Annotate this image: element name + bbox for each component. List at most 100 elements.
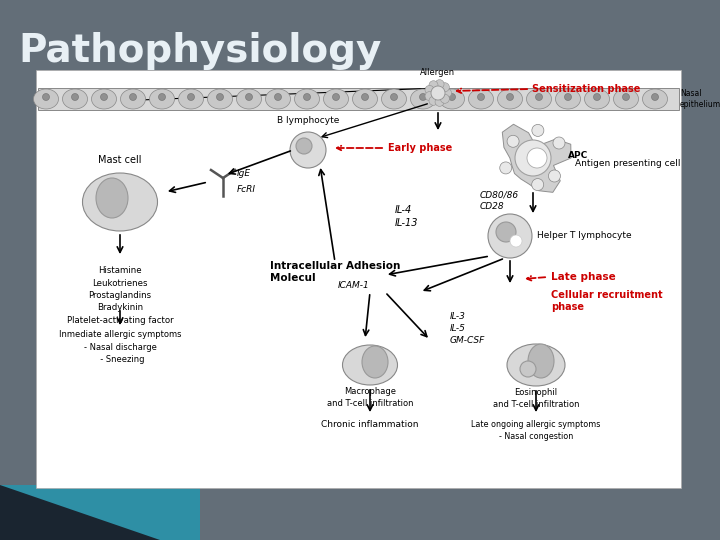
Ellipse shape <box>585 89 610 109</box>
Ellipse shape <box>507 344 565 386</box>
Text: Eosinophil
and T-cell infiltration: Eosinophil and T-cell infiltration <box>492 388 580 409</box>
Text: FcRI: FcRI <box>237 186 256 194</box>
Circle shape <box>532 124 544 137</box>
Circle shape <box>549 170 560 182</box>
Circle shape <box>290 132 326 168</box>
FancyBboxPatch shape <box>36 70 681 488</box>
Text: Antigen presenting cell: Antigen presenting cell <box>575 159 680 168</box>
Text: Pathophysiology: Pathophysiology <box>18 32 382 70</box>
Polygon shape <box>503 124 571 192</box>
Circle shape <box>652 93 659 100</box>
Circle shape <box>361 93 369 100</box>
Text: Late phase: Late phase <box>551 272 616 282</box>
FancyBboxPatch shape <box>0 520 720 540</box>
Circle shape <box>296 138 312 154</box>
Circle shape <box>217 93 223 100</box>
Circle shape <box>187 93 194 100</box>
Circle shape <box>441 83 449 92</box>
Circle shape <box>623 93 629 100</box>
Text: Histamine
Leukotrienes
Prostaglandins
Bradykinin
Platelet-activating factor: Histamine Leukotrienes Prostaglandins Br… <box>67 266 174 325</box>
FancyBboxPatch shape <box>0 485 200 540</box>
Circle shape <box>390 93 397 100</box>
Circle shape <box>425 85 434 94</box>
Circle shape <box>477 93 485 100</box>
Circle shape <box>506 93 513 100</box>
Circle shape <box>449 93 456 100</box>
Ellipse shape <box>469 89 493 109</box>
Text: Macrophage
and T-cell infiltration: Macrophage and T-cell infiltration <box>327 387 413 408</box>
Text: Inmediate allergic symptoms
- Nasal discharge
  - Sneezing: Inmediate allergic symptoms - Nasal disc… <box>59 330 181 364</box>
Ellipse shape <box>498 89 523 109</box>
Circle shape <box>431 86 445 100</box>
Polygon shape <box>0 485 160 540</box>
Ellipse shape <box>63 89 88 109</box>
Text: Nasal
epithelium: Nasal epithelium <box>680 89 720 109</box>
Text: IL-4
IL-13: IL-4 IL-13 <box>395 205 418 228</box>
Circle shape <box>593 93 600 100</box>
Circle shape <box>496 222 516 242</box>
Text: IgE: IgE <box>237 170 251 179</box>
Circle shape <box>429 80 438 90</box>
Circle shape <box>441 94 449 103</box>
Circle shape <box>101 93 107 100</box>
Circle shape <box>553 137 565 149</box>
Ellipse shape <box>34 89 58 109</box>
Ellipse shape <box>83 173 158 231</box>
Circle shape <box>531 179 544 191</box>
Circle shape <box>274 93 282 100</box>
Text: B lymphocyte: B lymphocyte <box>276 116 339 125</box>
Circle shape <box>425 92 434 100</box>
Circle shape <box>42 93 50 100</box>
Circle shape <box>536 93 542 100</box>
Circle shape <box>527 148 547 168</box>
Circle shape <box>246 93 253 100</box>
Ellipse shape <box>96 178 128 218</box>
Ellipse shape <box>343 345 397 385</box>
Ellipse shape <box>236 89 261 109</box>
Circle shape <box>435 97 444 106</box>
Circle shape <box>507 136 519 147</box>
Ellipse shape <box>526 89 552 109</box>
Circle shape <box>304 93 310 100</box>
Ellipse shape <box>613 89 639 109</box>
Ellipse shape <box>382 89 407 109</box>
Ellipse shape <box>266 89 290 109</box>
Ellipse shape <box>207 89 233 109</box>
Ellipse shape <box>528 344 554 378</box>
Ellipse shape <box>556 89 580 109</box>
Circle shape <box>515 140 551 176</box>
Circle shape <box>333 93 340 100</box>
Circle shape <box>443 89 451 98</box>
Circle shape <box>429 96 438 105</box>
Ellipse shape <box>642 89 667 109</box>
Circle shape <box>500 162 512 174</box>
Circle shape <box>520 361 536 377</box>
Circle shape <box>158 93 166 100</box>
Ellipse shape <box>439 89 464 109</box>
Circle shape <box>488 214 532 258</box>
Circle shape <box>130 93 137 100</box>
Ellipse shape <box>362 346 388 378</box>
Text: Allergen: Allergen <box>420 68 456 77</box>
Ellipse shape <box>410 89 436 109</box>
Text: IL-3
IL-5
GM-CSF: IL-3 IL-5 GM-CSF <box>450 312 485 345</box>
Text: Cellular recruitment
phase: Cellular recruitment phase <box>551 290 662 313</box>
Text: Early phase: Early phase <box>388 143 452 153</box>
Text: Late ongoing allergic symptoms
- Nasal congestion: Late ongoing allergic symptoms - Nasal c… <box>472 420 600 441</box>
FancyBboxPatch shape <box>38 88 679 110</box>
Text: ICAM-1: ICAM-1 <box>338 280 370 289</box>
Circle shape <box>564 93 572 100</box>
Ellipse shape <box>323 89 348 109</box>
Ellipse shape <box>353 89 377 109</box>
Circle shape <box>420 93 426 100</box>
Circle shape <box>71 93 78 100</box>
Text: Intracellular Adhesion
Molecul: Intracellular Adhesion Molecul <box>270 261 400 283</box>
Ellipse shape <box>179 89 204 109</box>
Ellipse shape <box>91 89 117 109</box>
Text: Helper T lymphocyte: Helper T lymphocyte <box>537 232 631 240</box>
Ellipse shape <box>120 89 145 109</box>
Text: Sensitization phase: Sensitization phase <box>532 84 640 94</box>
Text: APC: APC <box>568 152 588 160</box>
Text: Chronic inflammation: Chronic inflammation <box>321 420 419 429</box>
Circle shape <box>510 235 522 247</box>
